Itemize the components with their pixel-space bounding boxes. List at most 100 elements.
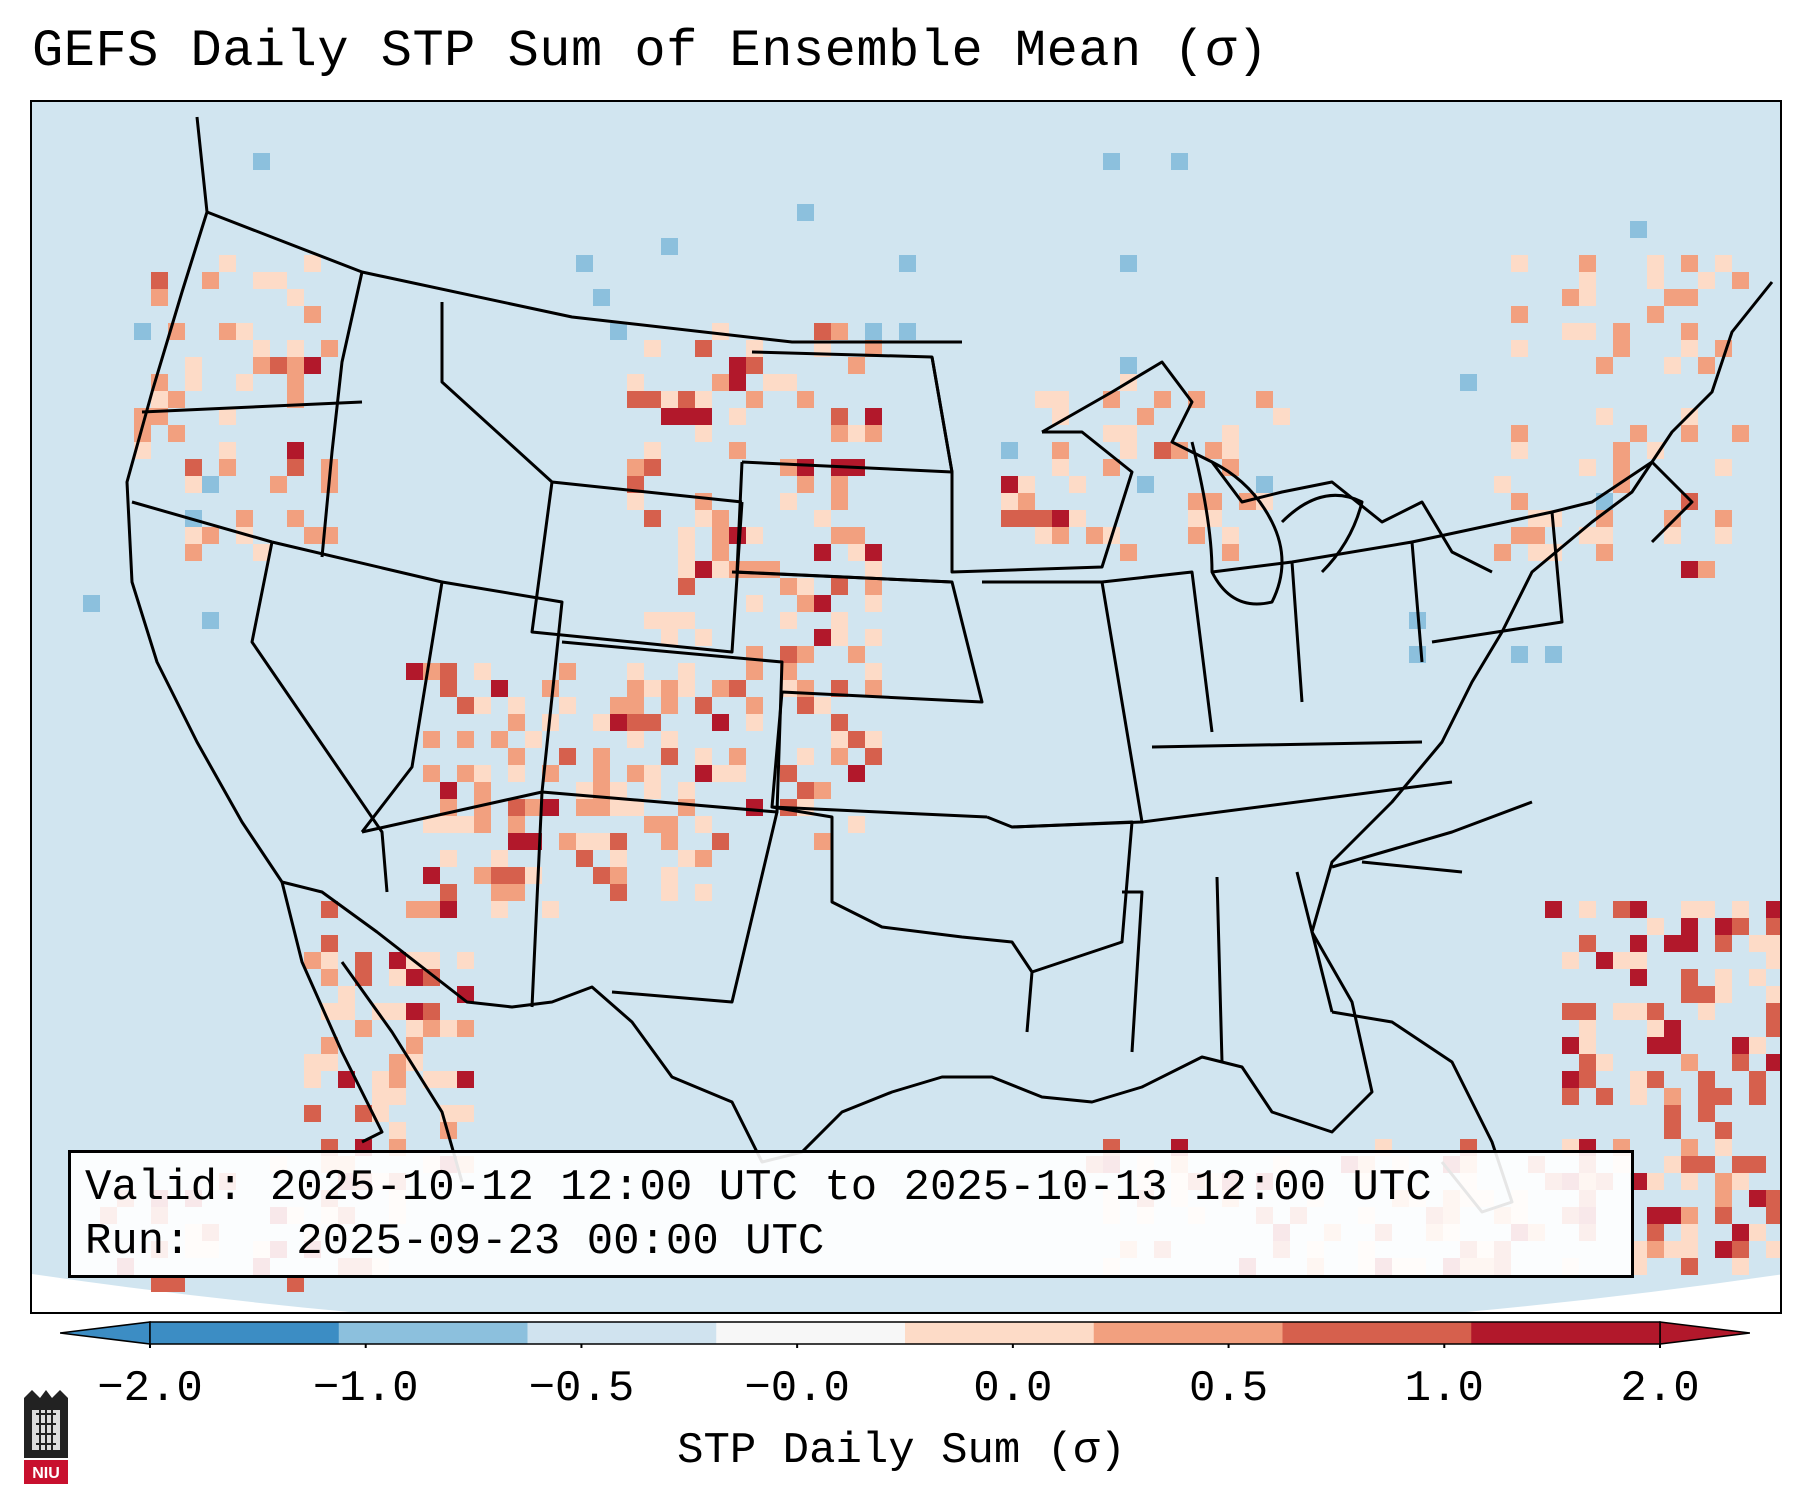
anomaly-cell (865, 595, 882, 612)
anomaly-cell (185, 459, 202, 476)
anomaly-cell (1256, 391, 1273, 408)
anomaly-cell (151, 1275, 168, 1292)
anomaly-cell (712, 323, 729, 340)
anomaly-cell (423, 952, 440, 969)
anomaly-cell (304, 306, 321, 323)
anomaly-cell (1698, 561, 1715, 578)
anomaly-cell (423, 901, 440, 918)
anomaly-cell (1596, 408, 1613, 425)
anomaly-cell (406, 1003, 423, 1020)
anomaly-cell (712, 714, 729, 731)
anomaly-cell (219, 459, 236, 476)
anomaly-cell (1732, 1037, 1749, 1054)
anomaly-cell (1630, 1088, 1647, 1105)
anomaly-cell (644, 459, 661, 476)
anomaly-cell (1681, 918, 1698, 935)
anomaly-cell-negative (1103, 153, 1120, 170)
anomaly-cell (1103, 425, 1120, 442)
anomaly-cell (1613, 1003, 1630, 1020)
anomaly-cell (1664, 1020, 1681, 1037)
anomaly-cell (831, 629, 848, 646)
anomaly-cell (1681, 935, 1698, 952)
colorbar-tick-label: −0.0 (744, 1364, 850, 1414)
anomaly-cell (746, 697, 763, 714)
anomaly-cell (712, 527, 729, 544)
colorbar-segment (716, 1322, 906, 1344)
anomaly-cell (1647, 272, 1664, 289)
anomaly-cell (440, 884, 457, 901)
anomaly-cell (1766, 1020, 1780, 1037)
anomaly-cell (729, 765, 746, 782)
anomaly-cell (848, 527, 865, 544)
anomaly-cell (1613, 952, 1630, 969)
nv-ut (271, 540, 444, 833)
anomaly-cell (644, 680, 661, 697)
anomaly-cell (389, 952, 406, 969)
anomaly-cell (1069, 510, 1086, 527)
anomaly-cell (525, 833, 542, 850)
ca-az (361, 790, 543, 834)
anomaly-cell (627, 663, 644, 680)
anomaly-cell (1681, 1207, 1698, 1224)
map-panel (30, 100, 1782, 1314)
anomaly-cell (457, 697, 474, 714)
anomaly-cell (610, 833, 627, 850)
anomaly-cell (848, 544, 865, 561)
anomaly-cell-negative (1120, 255, 1137, 272)
anomaly-cell (865, 629, 882, 646)
anomaly-cell (780, 459, 797, 476)
anomaly-cell (457, 952, 474, 969)
anomaly-cell (1630, 952, 1647, 969)
anomaly-cell (644, 340, 661, 357)
colorbar-tick-label: 0.0 (973, 1364, 1053, 1414)
anomaly-cell (627, 714, 644, 731)
ok-tx (771, 805, 1034, 1033)
colorbar-tick-label: 1.0 (1404, 1364, 1484, 1414)
anomaly-cell (1766, 986, 1780, 1003)
anomaly-cell (797, 391, 814, 408)
anomaly-cell (678, 561, 695, 578)
anomaly-cell (1596, 1088, 1613, 1105)
anomaly-cell (678, 391, 695, 408)
anomaly-cell (1766, 1003, 1780, 1020)
anomaly-cell (1749, 969, 1766, 986)
anomaly-cell (712, 544, 729, 561)
anomaly-cell (627, 680, 644, 697)
anomaly-cell (304, 527, 321, 544)
anomaly-cell (1681, 969, 1698, 986)
anomaly-cell (1766, 918, 1780, 935)
anomaly-cell (831, 714, 848, 731)
anomaly-cell (1630, 969, 1647, 986)
anomaly-cell (1511, 493, 1528, 510)
anomaly-cell (1630, 1258, 1647, 1275)
anomaly-cell (729, 442, 746, 459)
anomaly-cell (457, 816, 474, 833)
anomaly-cell (831, 680, 848, 697)
niu-logo: NIU (24, 1390, 68, 1484)
anomaly-cell (1511, 442, 1528, 459)
anomaly-cell (797, 459, 814, 476)
anomaly-cell (1579, 527, 1596, 544)
anomaly-cell (474, 697, 491, 714)
anomaly-cell (627, 459, 644, 476)
anomaly-cell (831, 731, 848, 748)
anomaly-cell (831, 748, 848, 765)
anomaly-cell (644, 442, 661, 459)
anomaly-cell-negative (610, 323, 627, 340)
anomaly-cell (1681, 289, 1698, 306)
anomaly-cell (644, 391, 661, 408)
anomaly-cell (729, 680, 746, 697)
anomaly-cell (695, 340, 712, 357)
anomaly-cell (304, 357, 321, 374)
anomaly-cell (1698, 357, 1715, 374)
anomaly-cell (491, 850, 508, 867)
anomaly-cell (831, 476, 848, 493)
anomaly-cell (627, 391, 644, 408)
anomaly-cell (848, 425, 865, 442)
anomaly-cell (219, 323, 236, 340)
anomaly-cell (321, 1037, 338, 1054)
conus-outline (125, 116, 1774, 1164)
anomaly-cell (848, 816, 865, 833)
anomaly-cell (746, 527, 763, 544)
anomaly-cell (1681, 1173, 1698, 1190)
